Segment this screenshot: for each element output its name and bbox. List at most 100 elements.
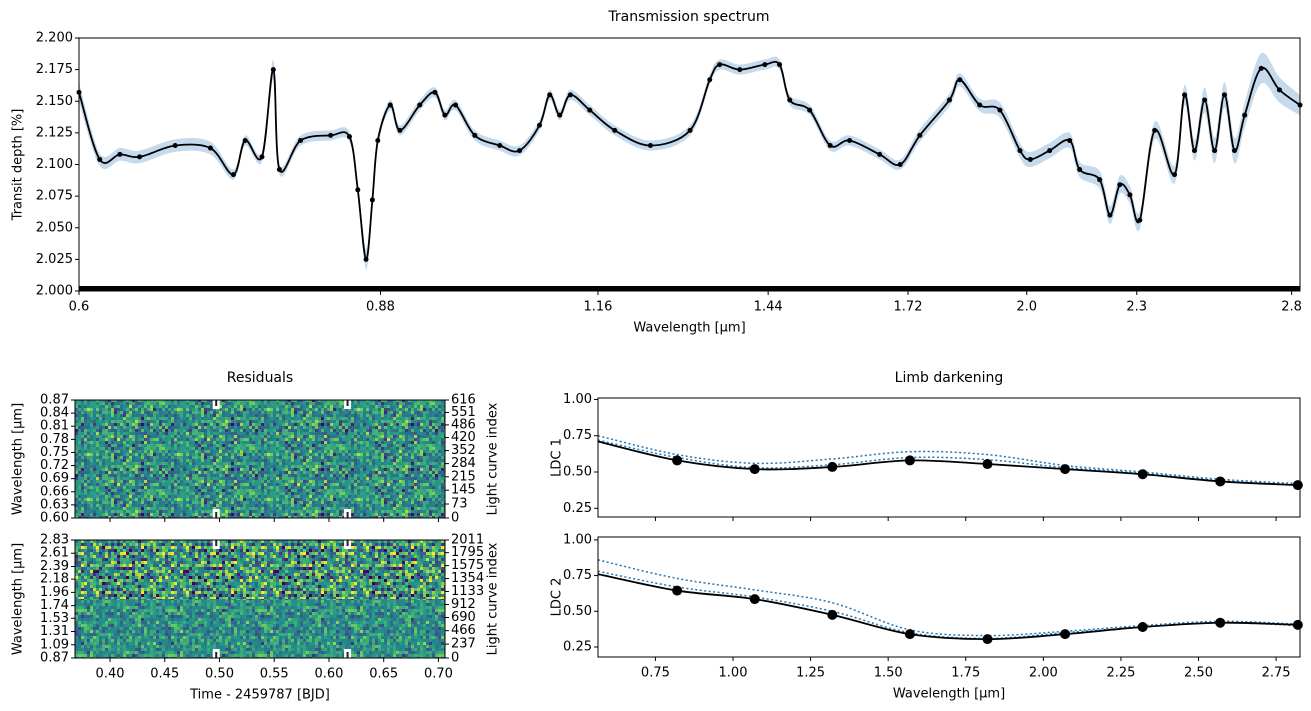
heatmap [75,599,445,658]
y-tick-label: 1.53 [40,611,69,626]
data-point [707,77,713,83]
data-point [1215,617,1226,628]
data-point [904,629,915,640]
data-point [957,77,963,83]
x-tick-label: 1.50 [874,666,903,681]
data-point [737,67,743,73]
data-point [369,197,375,203]
y-tick-label: 1.74 [40,598,69,613]
y-tick-label: 1.00 [563,532,592,547]
data-point [587,107,593,113]
y2-axis-label: Light curve index [486,402,501,515]
data-point [877,151,883,157]
y-tick-label: 0.50 [563,604,592,619]
data-point [717,62,723,68]
x-tick-label: 1.16 [583,300,612,315]
y-tick-label: 0.72 [40,458,69,473]
x-tick-label: 0.45 [150,667,179,682]
y-tick-label: 2.025 [36,252,73,267]
data-point [567,92,573,98]
data-point [328,132,334,138]
data-point [982,634,993,645]
data-point [1127,192,1133,198]
y-tick-label: 2.83 [40,533,69,548]
y2-tick-label: 0 [451,651,459,666]
series-line [597,570,1298,640]
data-point [827,609,838,620]
y2-tick-label: 237 [451,637,476,652]
y-tick-label: 2.61 [40,546,69,561]
data-point [97,156,103,162]
data-point [847,137,853,143]
data-point [904,455,915,466]
y-tick-label: 1.31 [40,624,69,639]
data-point [270,67,276,73]
transit-marker-inner [346,512,349,518]
data-point [1097,177,1103,183]
data-point [517,148,523,154]
y2-tick-label: 551 [451,405,476,420]
y-tick-label: 2.125 [36,125,73,140]
y2-tick-label: 73 [451,497,468,512]
data-point [298,137,304,143]
data-point [917,132,923,138]
y-axis-label: LDC 1 [550,438,565,477]
data-point [259,154,265,160]
y-tick-label: 2.100 [36,157,73,172]
data-point [453,102,459,108]
x-axis-label: Wavelength [μm] [893,687,1005,702]
x-tick-label: 2.50 [1184,666,1213,681]
data-point [946,97,952,103]
x-tick-label: 0.65 [369,667,398,682]
y-axis-label: Transit depth [%] [11,109,26,222]
data-point [432,89,438,95]
panel-title: Limb darkening [895,370,1004,386]
data-point [687,127,693,133]
data-point [1137,469,1148,480]
data-point [787,97,793,103]
data-point [1191,148,1197,154]
transit-marker-inner [215,540,218,546]
data-point [1117,182,1123,188]
x-axis-label: Time - 2459787 [BJD] [189,688,330,703]
x-tick-label: 1.44 [754,300,783,315]
data-point [762,62,768,68]
data-point [1137,217,1143,223]
y-tick-label: 0.87 [40,651,69,666]
data-point [897,162,903,167]
data-point [547,92,553,98]
y2-tick-label: 690 [451,610,476,625]
data-point [1172,172,1178,178]
y2-tick-label: 616 [451,393,476,408]
x-tick-label: 1.00 [719,666,748,681]
x-tick-label: 2.00 [1029,666,1058,681]
data-point [1202,97,1208,103]
x-tick-label: 2.8 [1281,300,1302,315]
data-point [672,585,683,596]
data-point [1152,127,1158,133]
data-point [1047,148,1053,154]
data-point [672,455,683,466]
y2-axis-label: Light curve index [486,542,501,655]
axes-frame [74,539,446,659]
minor-tick-band [79,286,1300,291]
x-tick-label: 0.50 [205,667,234,682]
transit-marker-inner [215,512,218,518]
y-tick-label: 0.84 [40,406,69,421]
data-point [749,464,760,475]
y-tick-label: 2.39 [40,559,69,574]
data-point [997,107,1003,113]
y-tick-label: 2.150 [36,94,73,109]
series-line [597,435,1298,485]
x-tick-label: 0.60 [314,667,343,682]
x-tick-label: 2.25 [1106,666,1135,681]
x-axis-label: Wavelength [μm] [633,321,745,336]
data-point [242,137,248,143]
y2-tick-label: 1795 [451,545,484,560]
y-tick-label: 0.78 [40,432,69,447]
x-tick-label: 1.75 [951,666,980,681]
x-tick-label: 1.25 [796,666,825,681]
x-tick-label: 0.75 [641,666,670,681]
y2-tick-label: 284 [451,456,476,471]
data-point [1231,148,1237,154]
